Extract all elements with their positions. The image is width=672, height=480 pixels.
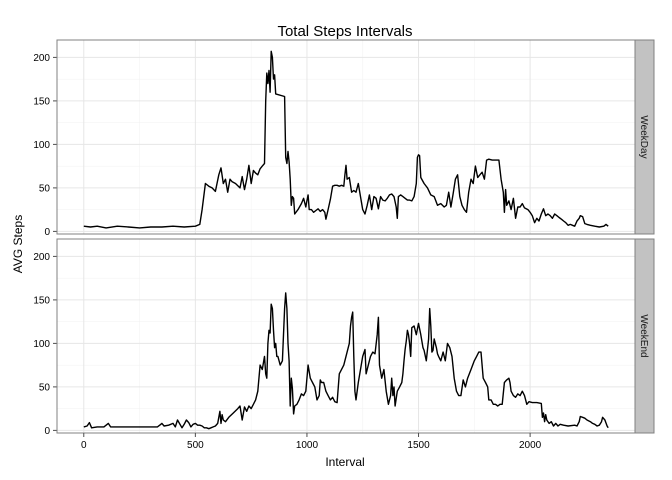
facet-strip-label: WeekEnd bbox=[638, 314, 649, 357]
x-tick-label: 1500 bbox=[407, 440, 430, 451]
x-tick-label: 500 bbox=[187, 440, 204, 451]
chart-title: Total Steps Intervals bbox=[277, 23, 412, 40]
facet-strip bbox=[634, 238, 655, 434]
y-tick-label: 50 bbox=[39, 382, 51, 393]
y-tick-label: 150 bbox=[33, 96, 50, 107]
panel-background bbox=[57, 239, 635, 433]
x-tick-label: 1000 bbox=[296, 440, 319, 451]
y-tick-label: 100 bbox=[33, 140, 50, 151]
panel-background bbox=[57, 40, 635, 234]
y-tick-label: 50 bbox=[39, 183, 51, 194]
x-tick-label: 0 bbox=[81, 440, 87, 451]
series-line-weekend bbox=[83, 292, 609, 430]
facet-strip bbox=[634, 39, 655, 235]
facet-panel-weekend: 0 50 100 150 200 WeekEnd bbox=[33, 238, 655, 437]
y-tick-label: 200 bbox=[33, 252, 50, 263]
y-tick-label: 0 bbox=[44, 227, 50, 238]
y-axis-label: AVG Steps bbox=[11, 215, 25, 273]
y-tick-label: 0 bbox=[44, 426, 50, 437]
x-axis: 0 500 1000 1500 2000 bbox=[81, 433, 542, 451]
facet-panels: 0 50 100 150 200 WeekDay 0 50 100 150 200 WeekEnd bbox=[33, 39, 655, 437]
facet-strip-label: WeekDay bbox=[638, 115, 649, 158]
y-tick-label: 200 bbox=[33, 53, 50, 64]
series-line-weekday bbox=[83, 50, 609, 229]
x-axis-label: Interval bbox=[325, 455, 364, 469]
y-tick-label: 150 bbox=[33, 295, 50, 306]
y-tick-label: 100 bbox=[33, 339, 50, 350]
x-tick-label: 2000 bbox=[519, 440, 542, 451]
facet-panel-weekday: 0 50 100 150 200 WeekDay bbox=[33, 39, 655, 238]
